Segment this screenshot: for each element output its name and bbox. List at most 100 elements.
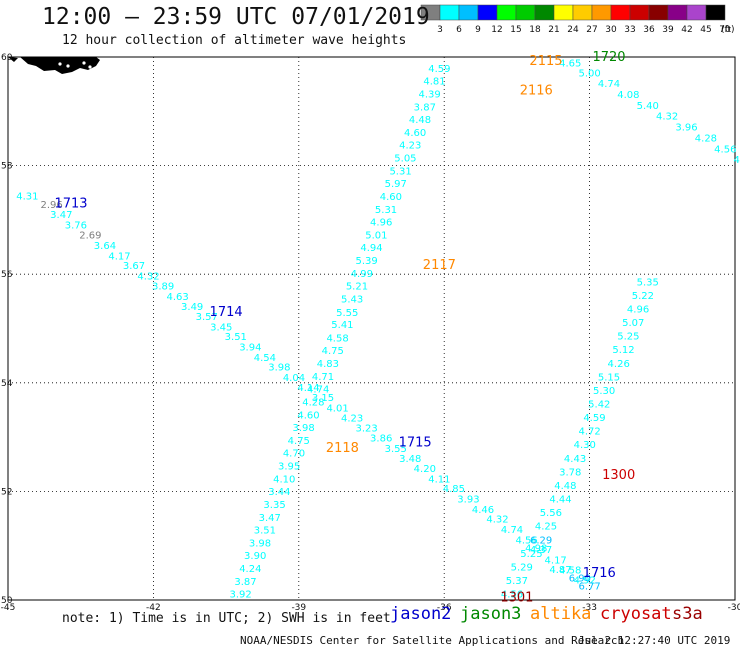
swh-value: 4.60 — [297, 410, 319, 421]
swh-value: 4.23 — [341, 414, 363, 425]
swh-value: 3.95 — [278, 461, 300, 472]
swh-value: 5.05 — [394, 154, 416, 165]
swh-value: 5.55 — [336, 308, 358, 319]
swh-value: 3.87 — [414, 102, 436, 113]
swh-value: 5.00 — [578, 68, 600, 79]
swh-value: 4.63 — [167, 292, 189, 303]
swh-value: 3.51 — [225, 332, 247, 343]
swh-value: 4.96 — [627, 304, 649, 315]
y-tick-label: 60 — [1, 53, 13, 63]
swh-value: 6.90 — [569, 573, 591, 584]
y-tick-label: 52 — [1, 487, 12, 497]
swh-value: 5.37 — [506, 576, 528, 587]
swh-value: 4.32 — [656, 112, 678, 123]
swh-value: 4.11 — [428, 474, 450, 485]
swh-value: 4.94 — [360, 243, 382, 254]
x-tick-label: -45 — [1, 603, 16, 613]
swh-value: 4.96 — [370, 218, 392, 229]
swh-value: 4.32 — [486, 515, 508, 526]
swh-value: 4.99 — [351, 269, 373, 280]
colorbar-swatch — [705, 4, 726, 21]
pass-labels: 1713 1714 1715 1716 2115 2116 2117 2118 1720 1300… — [54, 50, 635, 605]
y-tick-label: 58 — [1, 162, 13, 172]
x-tick-label: -39 — [291, 603, 306, 613]
swh-value: 4.87 — [549, 565, 571, 576]
swh-value: 5.56 — [540, 508, 562, 519]
colorbar-level: 42 — [681, 25, 692, 35]
swh-value: 4.48 — [554, 481, 576, 492]
swh-value: 3.76 — [65, 220, 87, 231]
colorbar-level: 45 — [700, 25, 711, 35]
colorbar-swatch — [572, 4, 593, 21]
y-tick-label: 56 — [1, 270, 13, 280]
pass-label: 1713 — [54, 197, 87, 212]
swh-value: 4.92 — [574, 575, 596, 586]
swh-value: 4.59 — [583, 413, 605, 424]
swh-value: 6.29 — [530, 535, 552, 546]
swh-value: 3.35 — [263, 500, 285, 511]
colorbar-swatch — [553, 4, 574, 21]
pass-label: 2116 — [520, 84, 553, 99]
swh-value: 4.20 — [414, 464, 436, 475]
swh-value: 4.17 — [545, 555, 567, 566]
swh-value: 3.98 — [293, 423, 315, 434]
y-tick-label: 54 — [1, 379, 13, 389]
axis-ticks: -45 -42 -39 -36 -33 -30 50 52 54 56 58 60 — [1, 53, 740, 613]
swh-value: 4.70 — [283, 448, 305, 459]
colorbar-level: 9 — [475, 25, 481, 35]
swh-value: 3.47 — [259, 513, 281, 524]
colorbar-level: 18 — [529, 25, 541, 35]
colorbar-level: 21 — [548, 25, 559, 35]
coastline-shape — [8, 57, 18, 62]
x-tick-label: -33 — [582, 603, 597, 613]
colorbar-swatch — [496, 4, 517, 21]
pass-label: 1716 — [583, 566, 616, 581]
swh-value: 3.78 — [559, 467, 581, 478]
pass-label: 1720 — [592, 50, 625, 65]
swh-value: 4.26 — [608, 359, 630, 370]
swh-value: 4.72 — [578, 427, 600, 438]
swh-value: 4.43 — [564, 454, 586, 465]
coast-island — [82, 61, 86, 65]
render-timestamp: Jul 2 12:27:40 UTC 2019 — [578, 634, 731, 647]
swh-value: 5.41 — [331, 320, 353, 331]
swh-value: 4.56 — [501, 590, 523, 601]
swh-value: 3.87 — [234, 577, 256, 588]
swh-value: 2.69 — [79, 231, 101, 242]
swh-value: 4.46 — [472, 505, 494, 516]
swh-value: 4.59 — [428, 64, 450, 75]
swh-value: 4.01 — [326, 403, 348, 414]
swh-value: 4.04 — [283, 373, 305, 384]
colorbar-level: 30 — [605, 25, 617, 35]
pass-label: 1715 — [399, 436, 432, 451]
swh-value: 3.67 — [123, 261, 145, 272]
swh-value: 5.35 — [637, 277, 659, 288]
chart-title: 12:00 – 23:59 UTC 07/01/2019 — [42, 4, 430, 30]
swh-value: 5.31 — [389, 167, 411, 178]
coast-island — [88, 65, 92, 69]
swh-value: 3.92 — [230, 590, 252, 601]
swh-value: 3.23 — [356, 423, 378, 434]
swh-value: 5.15 — [598, 372, 620, 383]
colorbar-level: 27 — [586, 25, 597, 35]
swh-value: 5.30 — [593, 386, 615, 397]
credit-line: NOAA/NESDIS Center for Satellite Applica… — [240, 634, 625, 647]
swh-value: 4.83 — [317, 359, 339, 370]
swh-value: 3.98 — [249, 539, 271, 550]
swh-value: 3.45 — [210, 322, 232, 333]
swh-value: 3.57 — [196, 312, 218, 323]
swh-value: 3.86 — [370, 434, 392, 445]
swh-value: 4.14 — [297, 383, 319, 394]
swh-value: 4.17 — [108, 251, 130, 262]
colorbar-level: 15 — [510, 25, 521, 35]
legend-altika: altika — [530, 604, 592, 624]
swh-value: 4.10 — [273, 474, 295, 485]
swh-points: 4.312.963.473.762.693.644.173.674.323.89… — [16, 59, 740, 601]
swh-value: 4.60 — [404, 128, 426, 139]
swh-value: 4.81 — [423, 76, 445, 87]
swh-value: 4.54 — [254, 353, 276, 364]
colorbar-level: 70 — [719, 25, 731, 35]
legend-cryosat: cryosat — [600, 604, 672, 624]
colorbar-level: 33 — [624, 25, 635, 35]
footnote: note: 1) Time is in UTC; 2) SWH is in fe… — [62, 611, 391, 626]
